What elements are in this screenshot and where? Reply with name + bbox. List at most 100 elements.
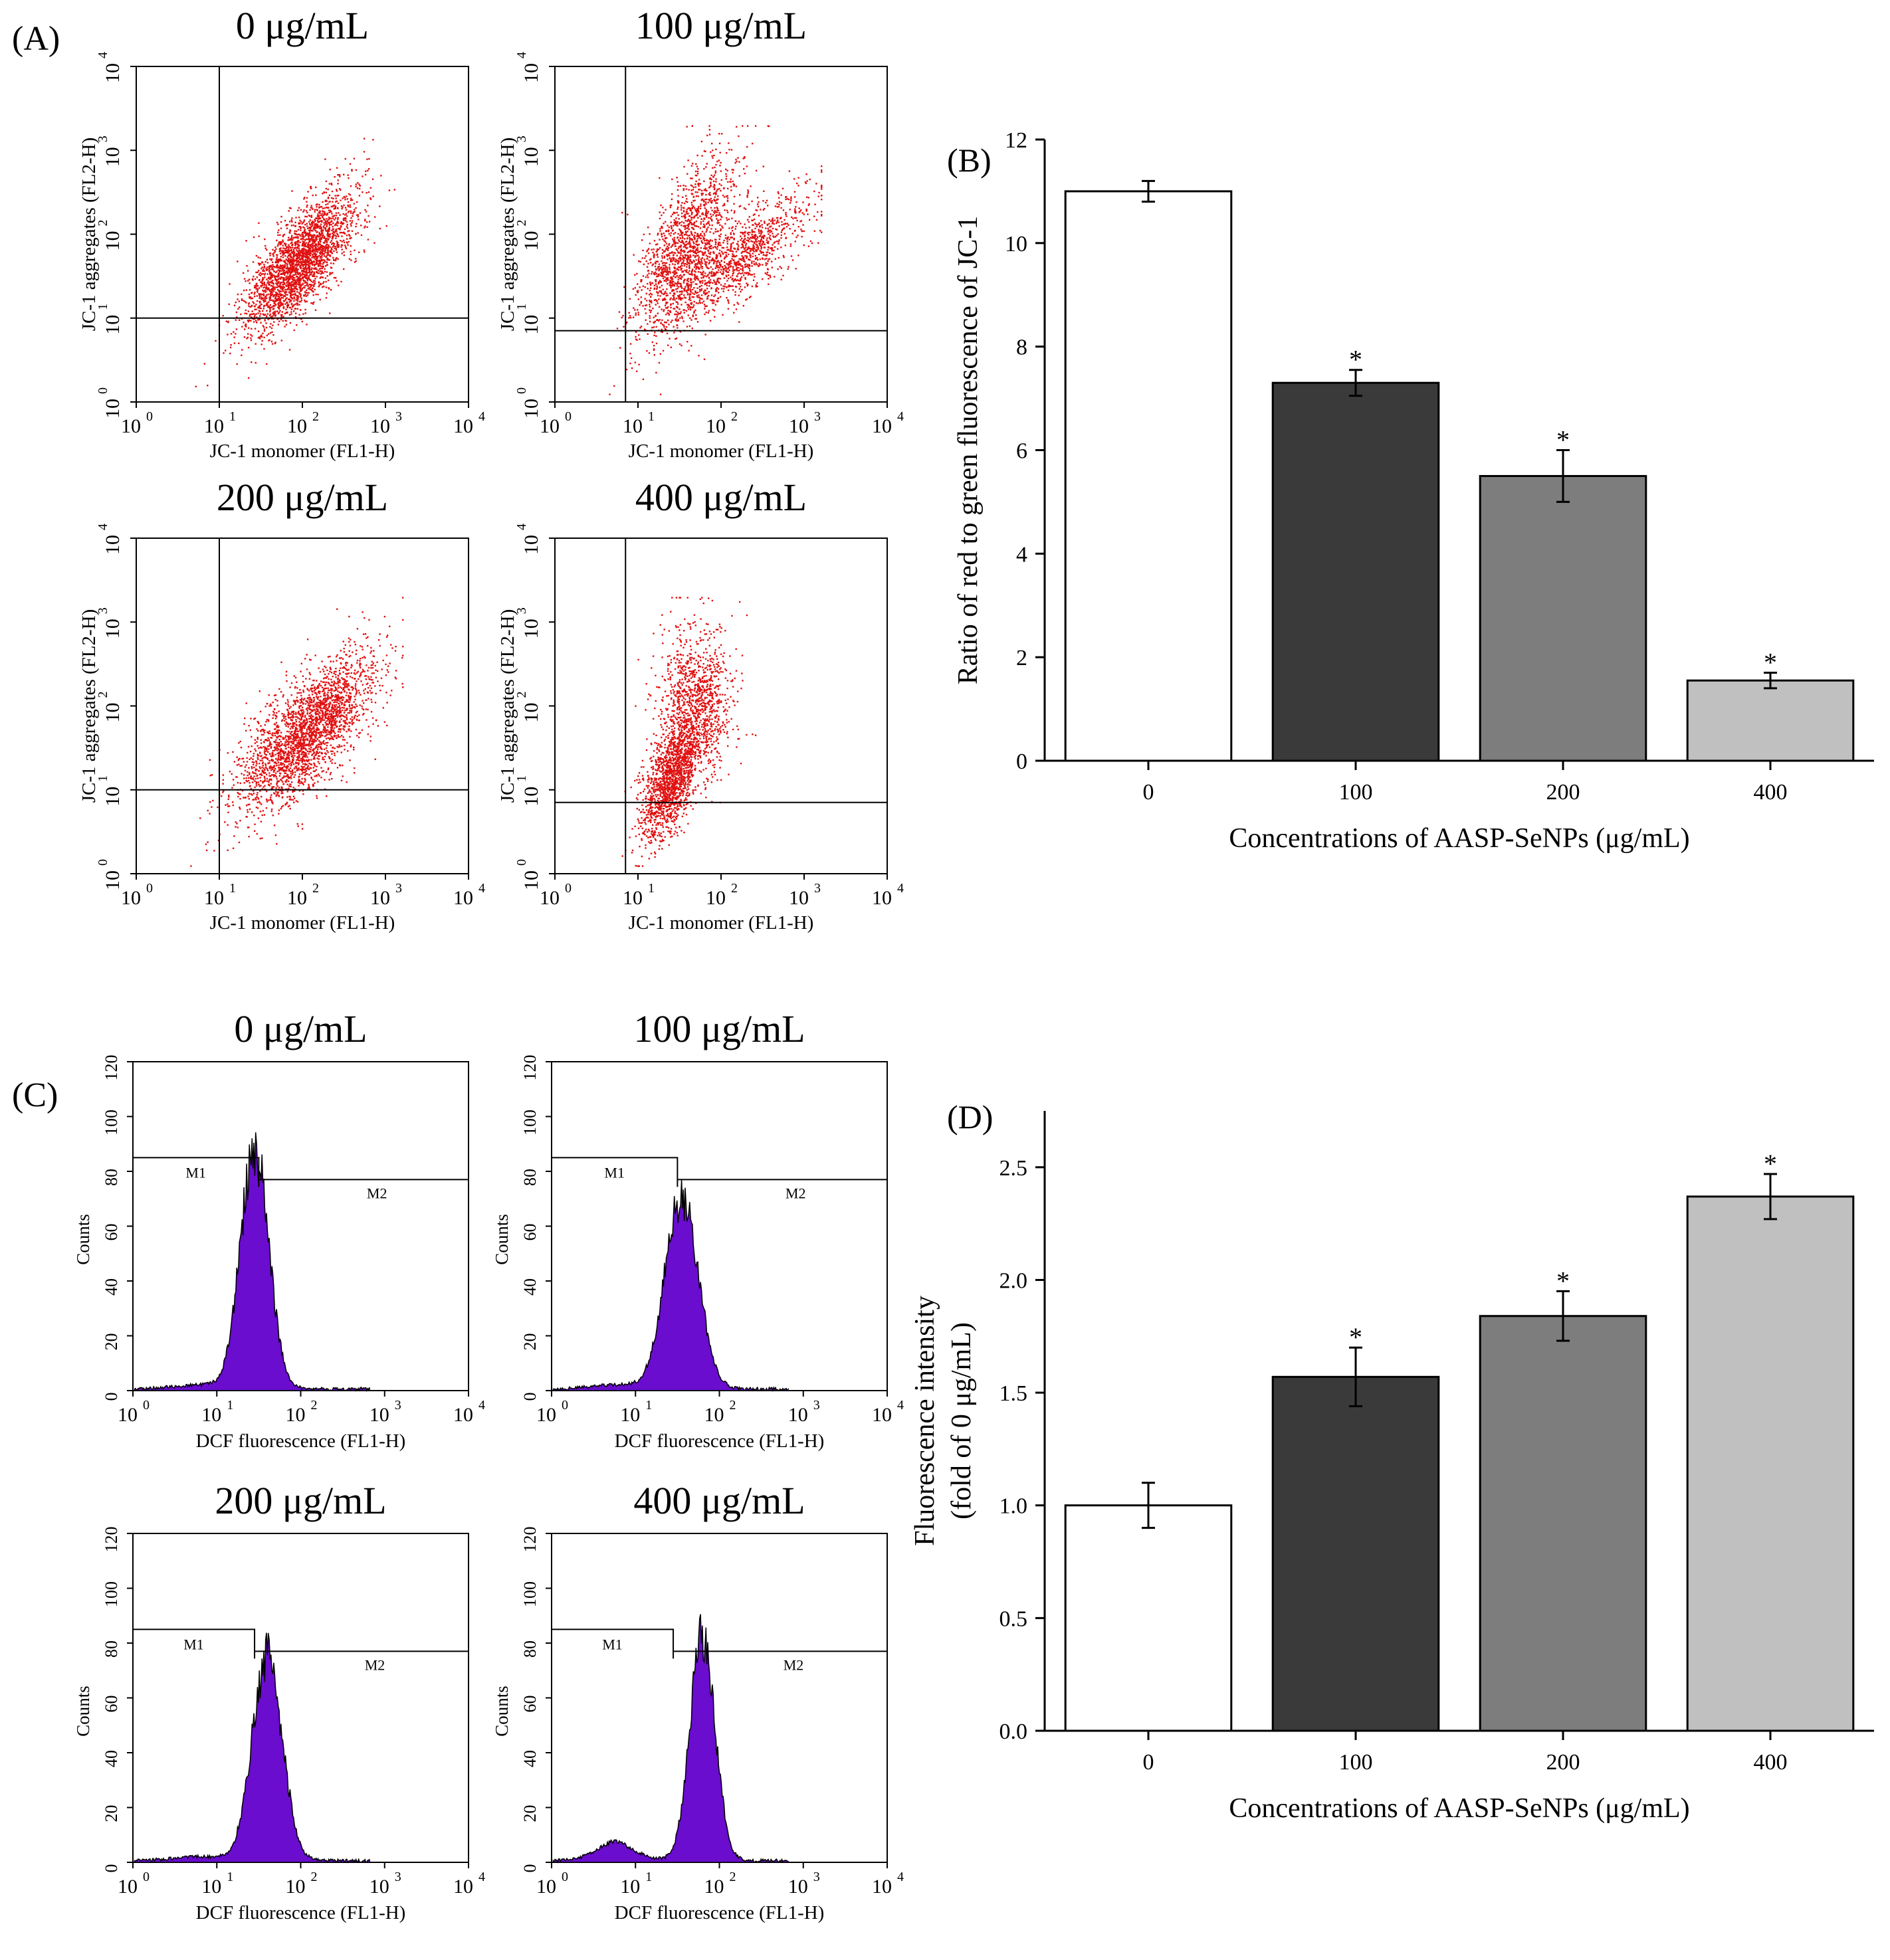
scatter-point (740, 252, 742, 254)
scatter-point (699, 215, 701, 217)
scatter-point (669, 235, 672, 237)
scatter-point (726, 268, 728, 270)
scatter-point (702, 253, 704, 255)
scatter-point (295, 263, 298, 266)
scatter-point (324, 248, 326, 250)
scatter-point (332, 233, 334, 235)
scatter-point (274, 249, 276, 252)
scatter-point (706, 215, 708, 217)
scatter-point (673, 221, 675, 224)
scatter-point (227, 320, 229, 323)
scatter-point (726, 241, 728, 243)
scatter-point (367, 205, 369, 207)
scatter-point (789, 202, 791, 204)
scatter-point (316, 268, 318, 270)
scatter-point (328, 183, 331, 185)
scatter-point (259, 295, 261, 298)
scatter-point (302, 260, 304, 262)
scatter-point (318, 217, 321, 219)
scatter-point (644, 304, 647, 306)
scatter-point (288, 278, 291, 280)
scatter-point (296, 268, 298, 270)
scatter-point (364, 225, 366, 227)
scatter-point (714, 267, 716, 269)
scatter-point (317, 270, 319, 272)
scatter-point (754, 231, 756, 233)
scatter-point (300, 262, 303, 265)
scatter-point (670, 246, 673, 248)
scatter-point (259, 264, 261, 266)
scatter-point (320, 273, 322, 275)
scatter-point (245, 280, 247, 282)
scatter-point (766, 254, 768, 256)
scatter-point (821, 165, 823, 167)
scatter-point (292, 267, 294, 269)
scatter-point (681, 262, 683, 264)
scatter-point (666, 267, 669, 269)
scatter-point (665, 230, 667, 233)
scatter-point (681, 202, 683, 204)
scatter-point (743, 207, 746, 209)
scatter-point (308, 249, 310, 251)
scatter-point (299, 296, 302, 298)
scatter-point (271, 316, 273, 318)
scatter-point (693, 260, 695, 263)
scatter-point (716, 260, 718, 262)
scatter-point (355, 260, 357, 262)
scatter-point (667, 254, 669, 256)
scatter-point (285, 224, 288, 226)
scatter-point (296, 302, 298, 304)
scatter-point (251, 292, 253, 294)
scatter-point (344, 245, 346, 246)
scatter-point (663, 245, 666, 246)
scatter-point (278, 277, 280, 279)
scatter-point (254, 291, 256, 294)
scatter-point (359, 185, 361, 187)
scatter-point (665, 277, 668, 280)
scatter-point (635, 331, 637, 333)
scatter-point (655, 279, 657, 281)
scatter-point (322, 286, 324, 288)
scatter-point (261, 334, 262, 336)
scatter-point (272, 300, 274, 302)
scatter-point (645, 312, 647, 314)
scatter-point (323, 191, 326, 194)
scatter-point (662, 349, 665, 352)
scatter-point (716, 300, 718, 302)
scatter-point (372, 139, 374, 141)
scatter-point (768, 258, 770, 260)
scatter-point (733, 212, 736, 214)
scatter-point (355, 225, 357, 228)
scatter-point (328, 235, 330, 237)
scatter-point (732, 270, 734, 272)
scatter-point (235, 333, 237, 335)
scatter-point (720, 265, 722, 267)
scatter-point (316, 260, 318, 262)
scatter-point (264, 276, 266, 278)
scatter-point (677, 201, 679, 203)
scatter-point (283, 283, 285, 286)
scatter-point (246, 265, 248, 267)
scatter-point (695, 220, 698, 223)
scatter-point (248, 305, 250, 307)
scatter-point (655, 273, 658, 275)
scatter-point (264, 272, 266, 274)
scatter-point (732, 169, 734, 171)
scatter-point (717, 265, 719, 267)
scatter-point (740, 246, 742, 248)
scatter-point (282, 245, 284, 246)
scatter-point (304, 274, 306, 276)
scatter-point (715, 246, 717, 248)
scatter-point (657, 248, 659, 250)
scatter-point (716, 231, 718, 233)
scatter-point (647, 227, 649, 229)
scatter-point (350, 210, 352, 213)
scatter-point (747, 248, 749, 250)
scatter-point (368, 157, 370, 160)
scatter-point (325, 214, 328, 216)
scatter-point (687, 284, 689, 286)
scatter-point (658, 269, 660, 272)
scatter-point (260, 281, 262, 283)
scatter-point (670, 215, 673, 217)
